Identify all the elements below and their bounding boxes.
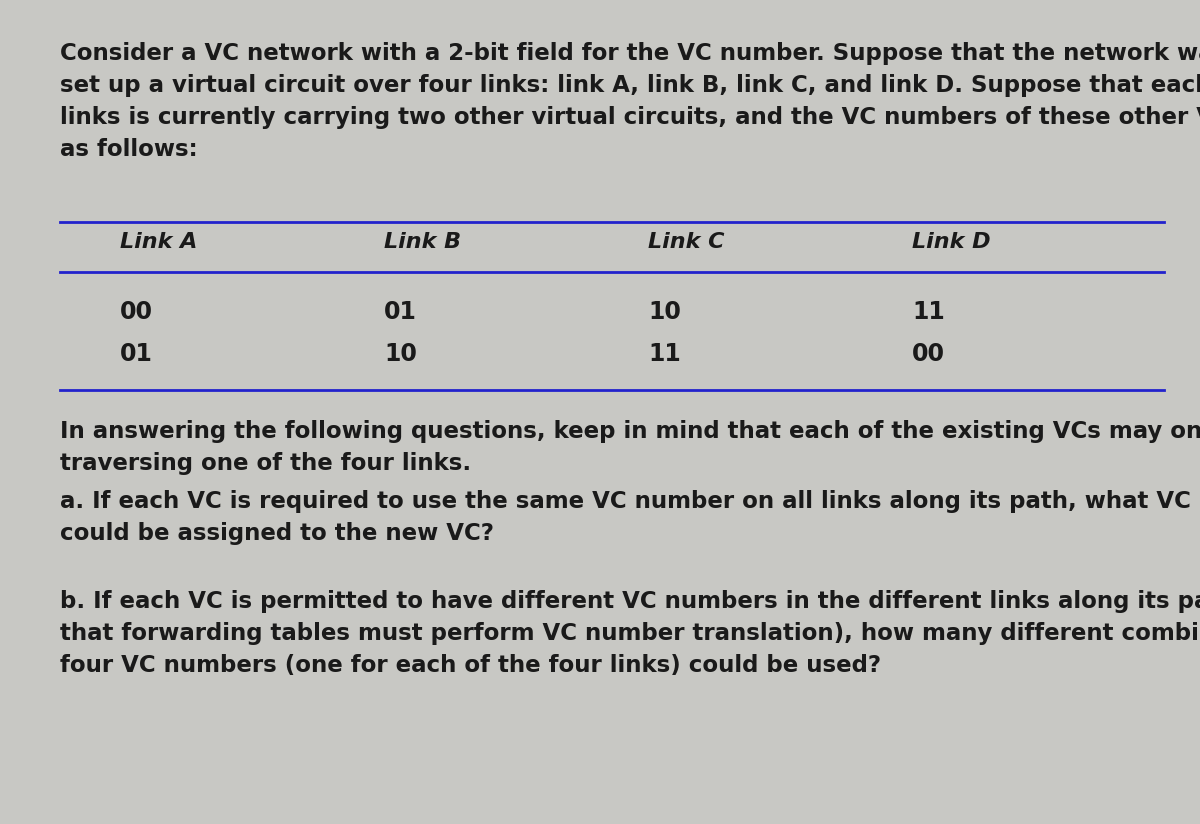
Text: 10: 10 [384, 342, 416, 366]
Text: 11: 11 [648, 342, 680, 366]
Text: 00: 00 [120, 300, 154, 324]
Text: Link B: Link B [384, 232, 461, 252]
Text: four VC numbers (one for each of the four links) could be used?: four VC numbers (one for each of the fou… [60, 654, 881, 677]
Text: links is currently carrying two other virtual circuits, and the VC numbers of th: links is currently carrying two other vi… [60, 106, 1200, 129]
Text: Link A: Link A [120, 232, 197, 252]
Text: Consider a VC network with a 2-bit field for the VC number. Suppose that the net: Consider a VC network with a 2-bit field… [60, 42, 1200, 65]
Text: 10: 10 [648, 300, 680, 324]
Text: that forwarding tables must perform VC number translation), how many different c: that forwarding tables must perform VC n… [60, 622, 1200, 645]
Text: set up a virtual circuit over four links: link A, link B, link C, and link D. Su: set up a virtual circuit over four links… [60, 74, 1200, 97]
Text: traversing one of the four links.: traversing one of the four links. [60, 452, 472, 475]
Text: could be assigned to the new VC?: could be assigned to the new VC? [60, 522, 494, 545]
Text: In answering the following questions, keep in mind that each of the existing VCs: In answering the following questions, ke… [60, 420, 1200, 443]
Text: 01: 01 [384, 300, 416, 324]
Text: 00: 00 [912, 342, 946, 366]
Text: as follows:: as follows: [60, 138, 198, 161]
Text: 01: 01 [120, 342, 152, 366]
Text: 11: 11 [912, 300, 944, 324]
Text: Link D: Link D [912, 232, 991, 252]
Text: Link C: Link C [648, 232, 725, 252]
Text: b. If each VC is permitted to have different VC numbers in the different links a: b. If each VC is permitted to have diffe… [60, 590, 1200, 613]
Text: a. If each VC is required to use the same VC number on all links along its path,: a. If each VC is required to use the sam… [60, 490, 1200, 513]
